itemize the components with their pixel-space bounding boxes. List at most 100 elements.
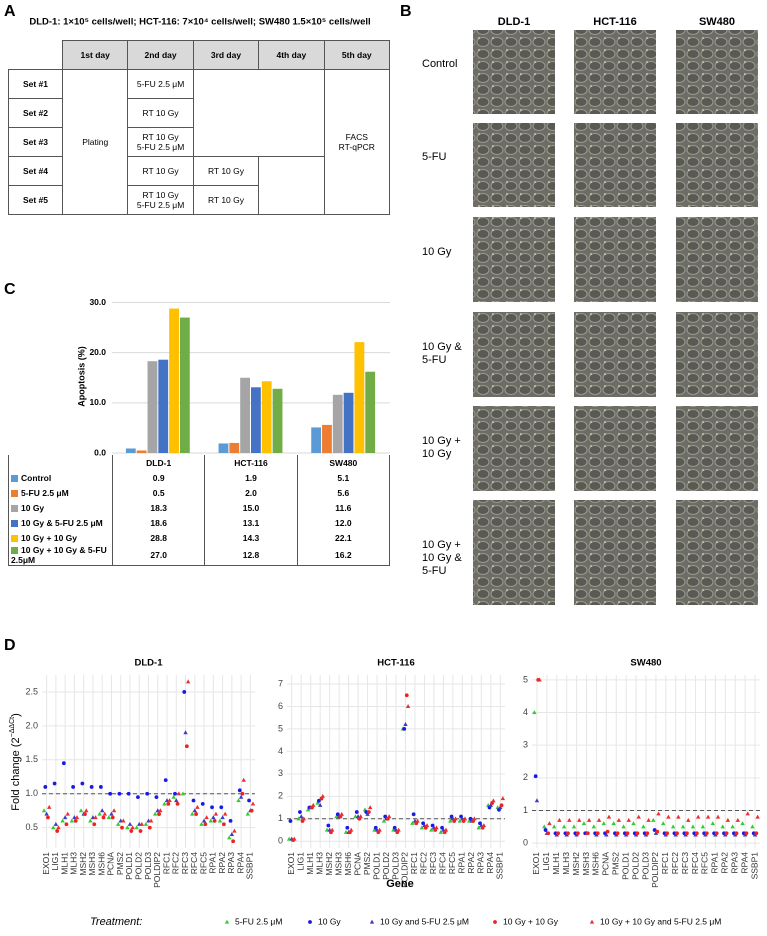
point	[93, 815, 98, 820]
point	[44, 811, 49, 816]
row-label: 10 Gy & 5-FU	[422, 340, 462, 366]
point	[217, 818, 223, 823]
legend-cell: 10 Gy + 10 Gy & 5-FU 2.5μM	[8, 545, 113, 566]
point	[175, 802, 180, 806]
point	[586, 817, 592, 822]
point	[666, 814, 671, 819]
point	[46, 815, 50, 820]
x-tick-label: MLH3	[561, 852, 571, 875]
point	[457, 818, 462, 823]
point	[61, 761, 66, 766]
point	[320, 793, 325, 798]
point	[130, 825, 135, 830]
point	[641, 824, 646, 829]
y-tick-label: 5	[523, 674, 528, 684]
panel-a-title: DLD-1: 1×10⁵ cells/well; HCT-116: 7×10⁴ …	[29, 17, 370, 28]
panel-label: B	[400, 3, 412, 20]
point	[120, 825, 124, 830]
table-row: DLD-1 HCT-116 SW480	[8, 455, 391, 470]
point	[543, 828, 548, 832]
point	[237, 788, 242, 793]
point	[735, 817, 741, 822]
table-row: 10 Gy + 10 Gy & 5-FU 2.5μM 27.0 12.8 16.2	[8, 545, 391, 566]
point	[180, 791, 186, 796]
legend-swatch	[11, 534, 18, 542]
point	[224, 919, 230, 924]
row-label: 10 Gy	[422, 245, 452, 258]
point	[645, 831, 650, 836]
bar	[251, 387, 261, 453]
x-tick-label: RPA3	[729, 852, 739, 874]
point	[182, 690, 187, 694]
point	[499, 803, 504, 808]
point	[577, 817, 582, 822]
point	[734, 831, 739, 836]
y-axis-label: Apoptosis (%)	[76, 346, 86, 407]
point	[326, 823, 331, 828]
x-tick-label: RPA1	[457, 852, 467, 874]
point	[576, 831, 580, 836]
x-tick-label: POLD1	[371, 852, 381, 880]
x-tick-label: MSH3	[87, 852, 97, 876]
point	[171, 794, 176, 799]
legend-label: 10 Gy + 10 Gy	[21, 532, 77, 543]
point	[145, 791, 150, 796]
point	[585, 831, 590, 836]
legend-label: 10 Gy + 10 Gy	[503, 916, 559, 926]
value-label: 5.6	[296, 485, 391, 500]
point	[661, 821, 666, 826]
point	[551, 824, 557, 829]
panel-label: A	[4, 3, 16, 20]
point	[245, 811, 250, 816]
micrograph	[574, 123, 656, 207]
point	[191, 798, 196, 803]
x-tick-label: RPA3	[476, 852, 486, 874]
point	[339, 811, 344, 816]
row-label: 10 Gy + 10 Gy & 5-FU	[422, 538, 462, 577]
x-tick-label: RFC5	[700, 852, 710, 874]
x-tick-label: PCNA	[601, 852, 611, 876]
point	[537, 677, 542, 682]
y-tick-label: 2.0	[25, 720, 38, 730]
point	[228, 818, 233, 823]
point	[292, 836, 297, 841]
y-axis-label-part: )	[10, 713, 22, 717]
y-axis-label: Fold change (2−ΔΔCt)	[9, 713, 22, 811]
point	[121, 818, 126, 823]
point	[166, 802, 171, 806]
point	[136, 795, 140, 800]
y-tick-label: 1	[523, 805, 528, 815]
point	[111, 808, 117, 813]
y-tick-label: 2	[523, 772, 528, 782]
value-label: 28.8	[111, 530, 206, 545]
x-tick-label: POLD2	[630, 852, 640, 880]
point	[74, 815, 80, 820]
point	[64, 822, 69, 827]
point	[143, 821, 149, 826]
x-tick-label: RFC1	[161, 852, 171, 874]
point	[498, 805, 503, 810]
x-tick-label: MLH1	[551, 852, 561, 875]
point	[367, 805, 373, 810]
facet-title: SW480	[630, 658, 661, 669]
value-label: 13.1	[204, 515, 298, 530]
point	[80, 781, 85, 786]
point	[675, 831, 679, 836]
point	[386, 814, 392, 819]
point	[740, 821, 745, 826]
bar	[332, 394, 343, 453]
point	[52, 781, 57, 786]
point	[176, 791, 182, 796]
point	[167, 798, 172, 803]
table-row: 5-FU 2.5 μM 0.5 2.0 5.6	[8, 485, 391, 500]
point	[646, 817, 651, 822]
bar	[218, 443, 229, 453]
point	[369, 919, 375, 924]
y-tick-label: 1.5	[25, 754, 38, 764]
x-tick-label: MSH3	[333, 852, 343, 876]
point	[249, 808, 254, 813]
point	[152, 811, 158, 816]
point	[720, 824, 725, 829]
point	[71, 785, 76, 789]
